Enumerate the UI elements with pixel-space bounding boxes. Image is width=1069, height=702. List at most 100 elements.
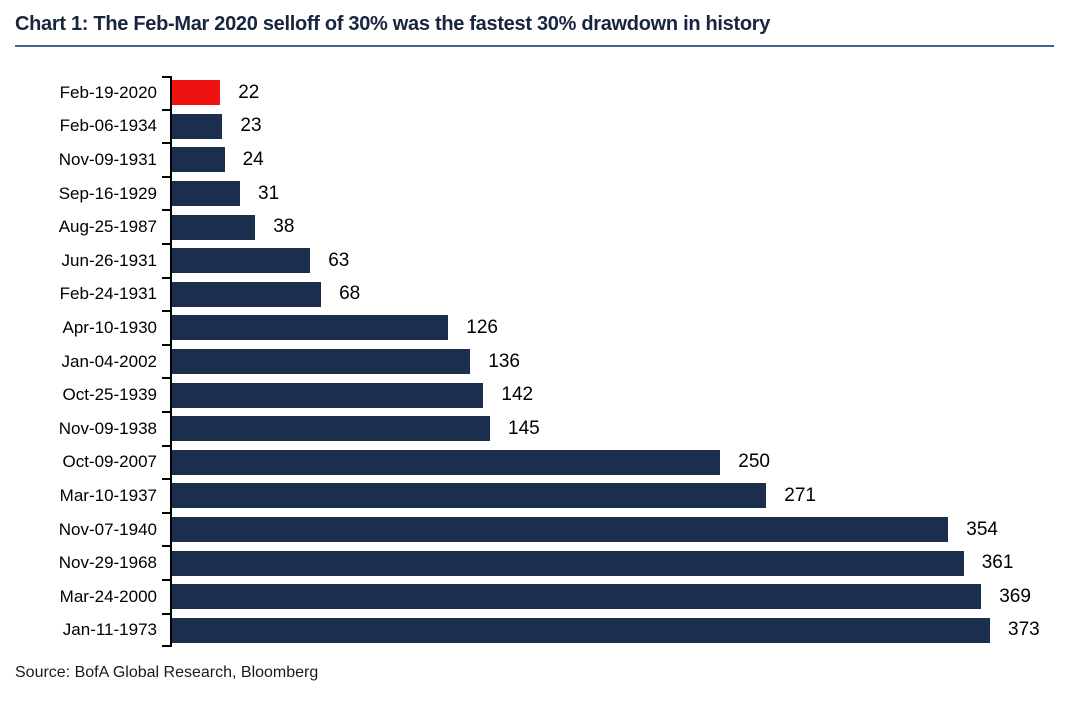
bar-row: Sep-16-1929 31 [15,177,1054,211]
bar-track: 354 [170,513,1054,547]
axis-tick [162,108,170,111]
bar [172,281,322,307]
value-label: 63 [328,249,350,271]
axis-tick [162,612,170,615]
axis-tick [162,76,170,78]
category-label: Nov-09-1938 [58,418,157,438]
category-label: Jan-04-2002 [61,351,157,371]
bar [172,517,949,543]
value-label: 271 [784,484,816,506]
bar-track: 373 [170,614,1054,648]
value-label: 126 [466,316,498,338]
axis-tick [162,579,170,581]
axis-tick [162,444,170,447]
value-label: 142 [501,384,534,406]
category-label: Feb-24-1931 [59,284,157,304]
category-label: Feb-19-2020 [59,82,157,102]
bar [172,483,767,509]
bar-track: 136 [170,345,1054,379]
bar-row: Jun-26-1931 63 [15,244,1054,278]
bar [172,113,223,139]
value-label: 145 [508,417,540,439]
bar-track: 361 [170,546,1054,580]
bar [172,550,964,576]
bar-chart: Feb-19-2020 22 Feb-06-1934 23 Nov-09-1931 24 S… [15,76,1054,648]
axis-tick [162,209,170,212]
bar [172,584,982,610]
bar-track: 250 [170,446,1054,480]
axis-tick [162,276,170,279]
chart-title: Chart 1: The Feb-Mar 2020 selloff of 30%… [15,13,1054,47]
bar [172,449,721,475]
y-axis-line [170,76,172,648]
axis-tick [162,243,170,245]
bar-track: 38 [170,210,1054,244]
axis-tick [162,175,170,178]
category-label: Mar-10-1937 [59,485,157,505]
bar-track: 24 [170,143,1054,177]
bar-track: 22 [170,76,1054,110]
bar-row: Feb-24-1931 68 [15,278,1054,312]
bar [172,147,225,173]
value-label: 250 [738,451,770,473]
value-label: 369 [999,585,1031,607]
value-label: 38 [273,216,295,238]
category-label: Apr-10-1930 [62,317,157,337]
chart-figure: Chart 1: The Feb-Mar 2020 selloff of 30%… [15,13,1054,682]
bar-track: 126 [170,311,1054,345]
bar-row: Mar-10-1937 271 [15,479,1054,513]
bar-row: Feb-19-2020 22 [15,76,1054,110]
axis-tick [162,645,170,648]
category-label: Jan-11-1973 [62,620,157,640]
value-label: 68 [339,283,361,305]
chart-rows: Feb-19-2020 22 Feb-06-1934 23 Nov-09-1931 24 S… [15,76,1054,648]
axis-tick [162,545,170,548]
value-label: 354 [966,518,998,540]
bar-track: 68 [170,278,1054,312]
axis-tick [162,511,170,514]
bar-track: 369 [170,580,1054,614]
bar-row: Oct-25-1939 142 [15,378,1054,412]
bar-row: Apr-10-1930 126 [15,311,1054,345]
value-label: 24 [242,148,264,170]
bar-row: Mar-24-2000 369 [15,580,1054,614]
category-label: Feb-06-1934 [59,116,157,136]
bar-row: Feb-06-1934 23 [15,110,1054,144]
category-label: Jun-26-1931 [61,250,157,270]
bar-highlight [172,80,221,106]
category-label: Oct-25-1939 [62,385,158,405]
bar [172,382,484,408]
category-label: Nov-29-1968 [58,553,157,573]
bar-row: Jan-04-2002 136 [15,345,1054,379]
bar-row: Nov-09-1931 24 [15,143,1054,177]
bar [172,214,256,240]
axis-tick [162,310,170,313]
bar-row: Nov-09-1938 145 [15,412,1054,446]
category-label: Nov-09-1931 [58,149,157,169]
bar-row: Aug-25-1987 38 [15,210,1054,244]
axis-tick [162,343,170,346]
bar [172,617,990,643]
bar-row: Nov-29-1968 361 [15,546,1054,580]
bar-row: Oct-09-2007 250 [15,446,1054,480]
value-label: 136 [488,350,520,372]
axis-tick [162,478,170,481]
bar-track: 23 [170,110,1054,144]
axis-tick [162,411,170,413]
bar [172,181,240,207]
value-label: 31 [258,182,280,204]
value-label: 23 [240,115,262,137]
value-label: 361 [981,552,1014,574]
category-label: Aug-25-1987 [58,217,157,237]
bar [172,349,471,375]
bar-track: 142 [170,378,1054,412]
bar-track: 63 [170,244,1054,278]
bar [172,315,449,341]
source-note: Source: BofA Global Research, Bloomberg [15,664,319,682]
bar-track: 271 [170,479,1054,513]
bar-track: 31 [170,177,1054,211]
value-label: 373 [1008,619,1040,641]
category-label: Nov-07-1940 [58,519,157,539]
bar-row: Jan-11-1973 373 [15,614,1054,648]
category-label: Oct-09-2007 [62,452,158,472]
